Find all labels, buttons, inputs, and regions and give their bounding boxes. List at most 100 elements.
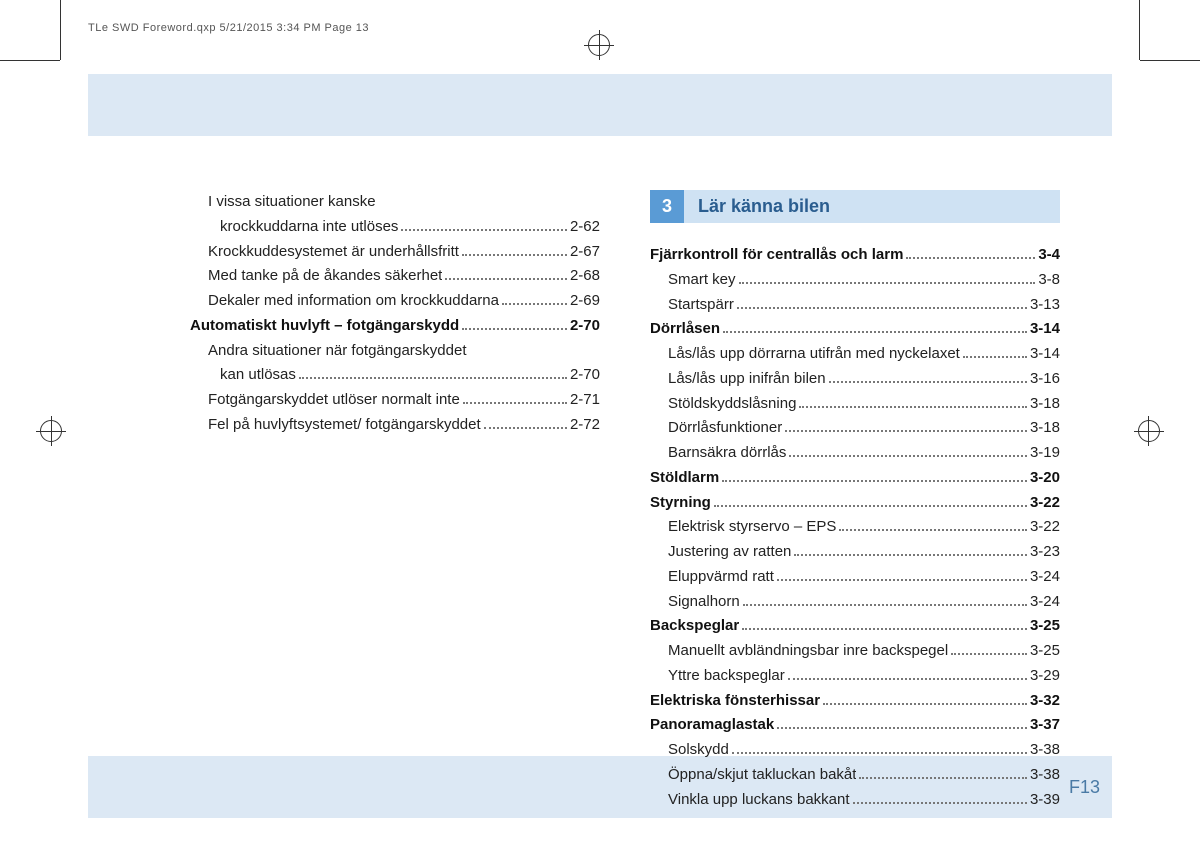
toc-page: 3-38 xyxy=(1030,763,1060,788)
toc-text: Dekaler med information om krockkuddarna xyxy=(208,289,499,314)
toc-page: 2-69 xyxy=(570,289,600,314)
toc-text: Startspärr xyxy=(668,293,734,318)
toc-text: Signalhorn xyxy=(668,590,740,615)
toc-leader-dots xyxy=(853,802,1027,804)
toc-text: Lås/lås upp dörrarna utifrån med nyckela… xyxy=(668,342,960,367)
toc-leader-dots xyxy=(906,257,1035,259)
toc-page: 3-18 xyxy=(1030,392,1060,417)
toc-heading: Fjärrkontroll för centrallås och larm3-4 xyxy=(650,243,1060,268)
toc-text: Manuellt avbländningsbar inre backspegel xyxy=(668,639,948,664)
toc-page: 3-16 xyxy=(1030,367,1060,392)
crop-mark xyxy=(0,60,60,61)
toc-entry: Dörrlåsfunktioner3-18 xyxy=(650,416,1060,441)
toc-heading: Panoramaglastak3-37 xyxy=(650,713,1060,738)
toc-leader-dots xyxy=(785,430,1027,432)
toc-leader-dots xyxy=(445,278,567,280)
toc-leader-dots xyxy=(777,579,1027,581)
toc-entry: Elektrisk styrservo – EPS3-22 xyxy=(650,515,1060,540)
toc-page: 3-24 xyxy=(1030,565,1060,590)
toc-text: Fotgängarskyddet utlöser normalt inte xyxy=(208,388,460,413)
toc-leader-dots xyxy=(742,628,1027,630)
toc-leader-dots xyxy=(951,653,1027,655)
toc-page: 3-14 xyxy=(1030,317,1060,342)
toc-page: 2-70 xyxy=(570,363,600,388)
toc-page: 3-4 xyxy=(1038,243,1060,268)
toc-heading: Backspeglar 3-25 xyxy=(650,614,1060,639)
toc-entry: Andra situationer när fotgängarskyddet xyxy=(190,339,600,364)
toc-text: Elektriska fönsterhissar xyxy=(650,689,820,714)
toc-entry: Manuellt avbländningsbar inre backspegel… xyxy=(650,639,1060,664)
toc-entry: krockkuddarna inte utlöses2-62 xyxy=(190,215,600,240)
toc-entry: Yttre backspeglar 3-29 xyxy=(650,664,1060,689)
toc-leader-dots xyxy=(722,480,1027,482)
toc-text: Stöldlarm xyxy=(650,466,719,491)
toc-text: Automatiskt huvlyft – fotgängarskydd xyxy=(190,314,459,339)
toc-leader-dots xyxy=(462,328,567,330)
toc-page: 2-72 xyxy=(570,413,600,438)
toc-entry: Signalhorn3-24 xyxy=(650,590,1060,615)
toc-text: kan utlösas xyxy=(220,363,296,388)
toc-text: Vinkla upp luckans bakkant xyxy=(668,788,850,813)
toc-text: Stöldskyddslåsning xyxy=(668,392,796,417)
toc-entry: Stöldskyddslåsning 3-18 xyxy=(650,392,1060,417)
right-column: 3 Lär känna bilen Fjärrkontroll för cent… xyxy=(650,190,1060,812)
toc-entry: Lås/lås upp inifrån bilen 3-16 xyxy=(650,367,1060,392)
toc-text: Med tanke på de åkandes säkerhet xyxy=(208,264,442,289)
content-area: I vissa situationer kanskekrockkuddarna … xyxy=(190,190,1060,812)
toc-text: Backspeglar xyxy=(650,614,739,639)
toc-leader-dots xyxy=(788,678,1027,680)
toc-text: I vissa situationer kanske xyxy=(208,190,376,215)
toc-entry: Eluppvärmd ratt 3-24 xyxy=(650,565,1060,590)
toc-text: Styrning xyxy=(650,491,711,516)
registration-mark xyxy=(1148,416,1149,446)
print-slug: TLe SWD Foreword.qxp 5/21/2015 3:34 PM P… xyxy=(88,22,369,34)
toc-leader-dots xyxy=(829,381,1027,383)
toc-page: 3-8 xyxy=(1038,268,1060,293)
toc-page: 3-25 xyxy=(1030,614,1060,639)
crop-mark xyxy=(60,0,61,60)
toc-page: 3-22 xyxy=(1030,491,1060,516)
toc-page: 2-68 xyxy=(570,264,600,289)
registration-mark xyxy=(599,30,600,60)
toc-page: 3-29 xyxy=(1030,664,1060,689)
toc-text: Eluppvärmd ratt xyxy=(668,565,774,590)
toc-page: 2-67 xyxy=(570,240,600,265)
toc-leader-dots xyxy=(737,307,1027,309)
toc-leader-dots xyxy=(463,402,567,404)
toc-entry: Vinkla upp luckans bakkant3-39 xyxy=(650,788,1060,813)
toc-text: Fel på huvlyftsystemet/ fotgängarskyddet xyxy=(208,413,481,438)
toc-entry: kan utlösas 2-70 xyxy=(190,363,600,388)
toc-entry: Krockkuddesystemet är underhållsfritt 2-6… xyxy=(190,240,600,265)
toc-page: 3-19 xyxy=(1030,441,1060,466)
toc-text: Dörrlåsen xyxy=(650,317,720,342)
chapter-number: 3 xyxy=(650,190,684,223)
toc-text: Andra situationer när fotgängarskyddet xyxy=(208,339,467,364)
toc-text: Krockkuddesystemet är underhållsfritt xyxy=(208,240,459,265)
toc-page: 3-20 xyxy=(1030,466,1060,491)
toc-leader-dots xyxy=(743,604,1027,606)
toc-page: 3-18 xyxy=(1030,416,1060,441)
toc-entry: Med tanke på de åkandes säkerhet 2-68 xyxy=(190,264,600,289)
toc-heading: Dörrlåsen 3-14 xyxy=(650,317,1060,342)
toc-heading: Styrning 3-22 xyxy=(650,491,1060,516)
toc-text: Panoramaglastak xyxy=(650,713,774,738)
toc-leader-dots xyxy=(484,427,567,429)
toc-leader-dots xyxy=(859,777,1027,779)
toc-text: Lås/lås upp inifrån bilen xyxy=(668,367,826,392)
toc-heading: Automatiskt huvlyft – fotgängarskydd 2-70 xyxy=(190,314,600,339)
toc-leader-dots xyxy=(799,406,1027,408)
toc-heading: Stöldlarm 3-20 xyxy=(650,466,1060,491)
toc-leader-dots xyxy=(401,229,567,231)
toc-text: Yttre backspeglar xyxy=(668,664,785,689)
crop-mark xyxy=(1140,60,1200,61)
toc-text: Barnsäkra dörrlås xyxy=(668,441,786,466)
toc-leader-dots xyxy=(739,282,1036,284)
toc-page: 2-62 xyxy=(570,215,600,240)
toc-leader-dots xyxy=(714,505,1027,507)
toc-leader-dots xyxy=(723,331,1027,333)
toc-text: Smart key xyxy=(668,268,736,293)
toc-text: Elektrisk styrservo – EPS xyxy=(668,515,836,540)
toc-entry: I vissa situationer kanske xyxy=(190,190,600,215)
toc-page: 2-70 xyxy=(570,314,600,339)
toc-page: 3-32 xyxy=(1030,689,1060,714)
